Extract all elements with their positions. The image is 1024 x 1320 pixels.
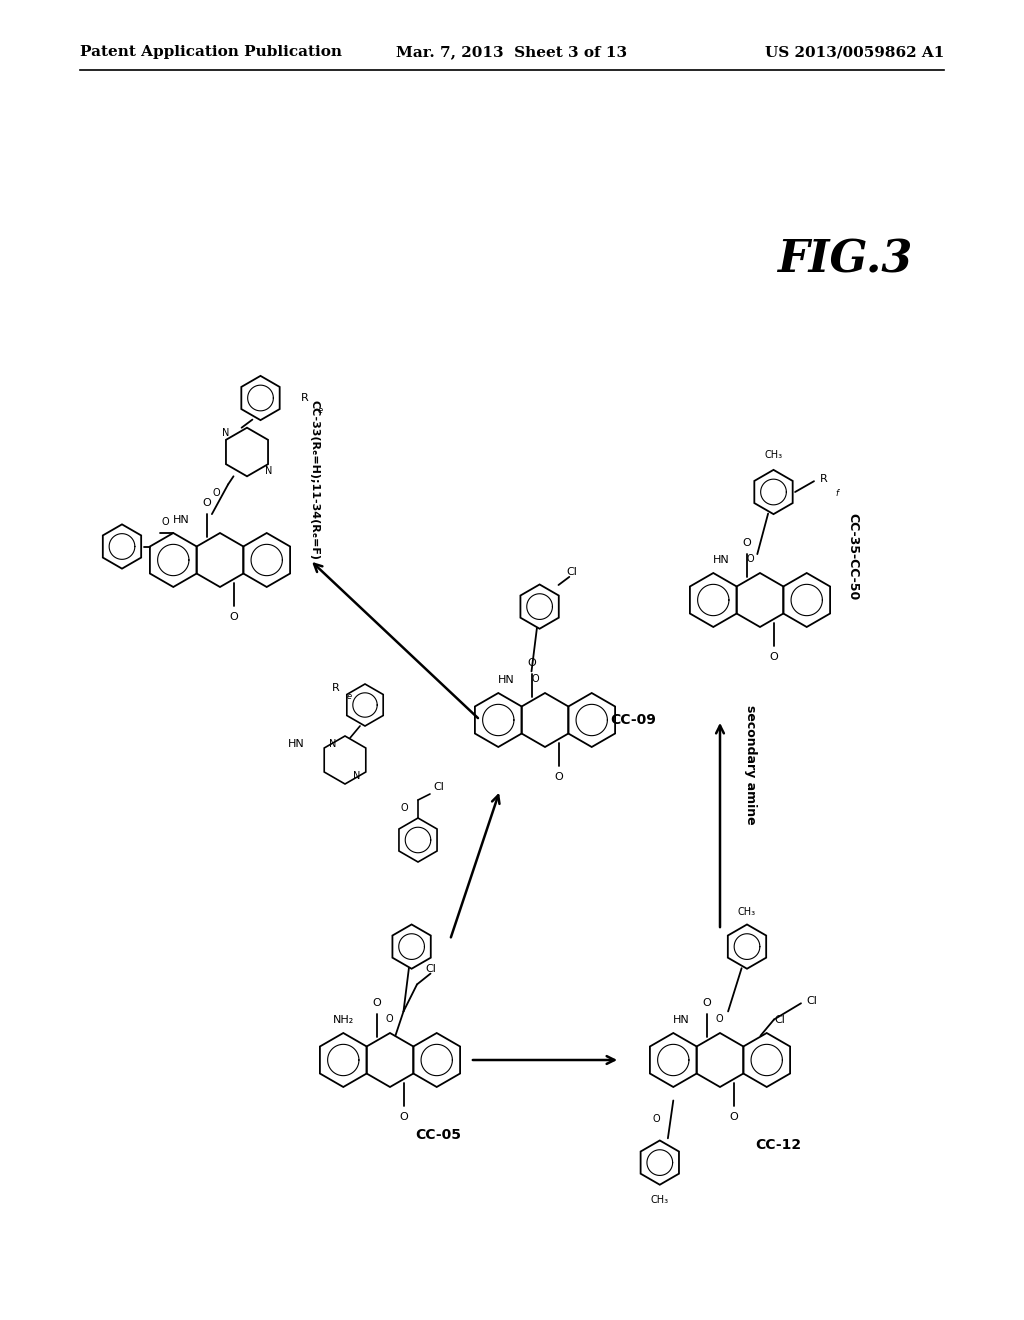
Text: O: O	[372, 998, 381, 1008]
Text: R: R	[819, 474, 827, 483]
Text: CH₃: CH₃	[738, 907, 756, 917]
Text: NH₂: NH₂	[333, 1015, 354, 1024]
Text: HN: HN	[288, 739, 305, 748]
Text: N: N	[222, 428, 229, 438]
Text: e: e	[317, 407, 323, 414]
Text: CH₃: CH₃	[765, 450, 782, 459]
Text: O: O	[202, 498, 211, 508]
Text: O: O	[715, 1015, 723, 1024]
Text: CC-35-CC-50: CC-35-CC-50	[847, 512, 859, 601]
Text: f: f	[836, 490, 839, 498]
Text: CC-12: CC-12	[755, 1138, 801, 1152]
Text: O: O	[729, 1111, 738, 1122]
Text: HN: HN	[498, 675, 515, 685]
Text: Mar. 7, 2013  Sheet 3 of 13: Mar. 7, 2013 Sheet 3 of 13	[396, 45, 628, 59]
Text: US 2013/0059862 A1: US 2013/0059862 A1	[765, 45, 944, 59]
Text: O: O	[399, 1111, 408, 1122]
Text: R: R	[301, 393, 309, 403]
Text: CH₃: CH₃	[650, 1195, 669, 1205]
Text: Patent Application Publication: Patent Application Publication	[80, 45, 342, 59]
Text: O: O	[229, 611, 238, 622]
Text: O: O	[742, 539, 751, 548]
Text: secondary amine: secondary amine	[743, 705, 757, 825]
Text: O: O	[212, 487, 220, 498]
Text: O: O	[769, 652, 778, 661]
Text: N: N	[330, 739, 337, 748]
Text: N: N	[353, 771, 360, 781]
Text: CC-09: CC-09	[610, 713, 656, 727]
Text: O: O	[702, 998, 711, 1008]
Text: Cl: Cl	[775, 1015, 785, 1024]
Text: HN: HN	[673, 1015, 690, 1024]
Text: e: e	[347, 692, 352, 701]
Text: O: O	[554, 772, 563, 781]
Text: O: O	[532, 675, 540, 685]
Text: O: O	[162, 517, 169, 527]
Text: O: O	[527, 659, 536, 668]
Text: CC-05: CC-05	[415, 1129, 461, 1142]
Text: Cl: Cl	[433, 781, 443, 792]
Text: O: O	[385, 1015, 392, 1024]
Text: CC-33(Rₑ=H);11-34(Rₑ=F): CC-33(Rₑ=H);11-34(Rₑ=F)	[310, 400, 319, 560]
Text: HN: HN	[713, 554, 730, 565]
Text: O: O	[746, 554, 755, 565]
Text: R: R	[332, 682, 340, 693]
Text: N: N	[265, 466, 272, 477]
Text: O: O	[652, 1114, 659, 1125]
Text: Cl: Cl	[807, 995, 817, 1006]
Text: Cl: Cl	[425, 964, 436, 974]
Text: O: O	[400, 803, 408, 813]
Text: FIG.3: FIG.3	[777, 239, 912, 281]
Text: Cl: Cl	[566, 566, 578, 577]
Text: HN: HN	[173, 515, 189, 525]
